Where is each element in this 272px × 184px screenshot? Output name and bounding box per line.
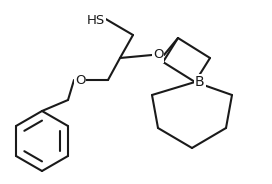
- Text: O: O: [75, 73, 85, 86]
- Text: HS: HS: [87, 14, 105, 27]
- Text: O: O: [153, 49, 163, 61]
- Text: B: B: [195, 75, 205, 89]
